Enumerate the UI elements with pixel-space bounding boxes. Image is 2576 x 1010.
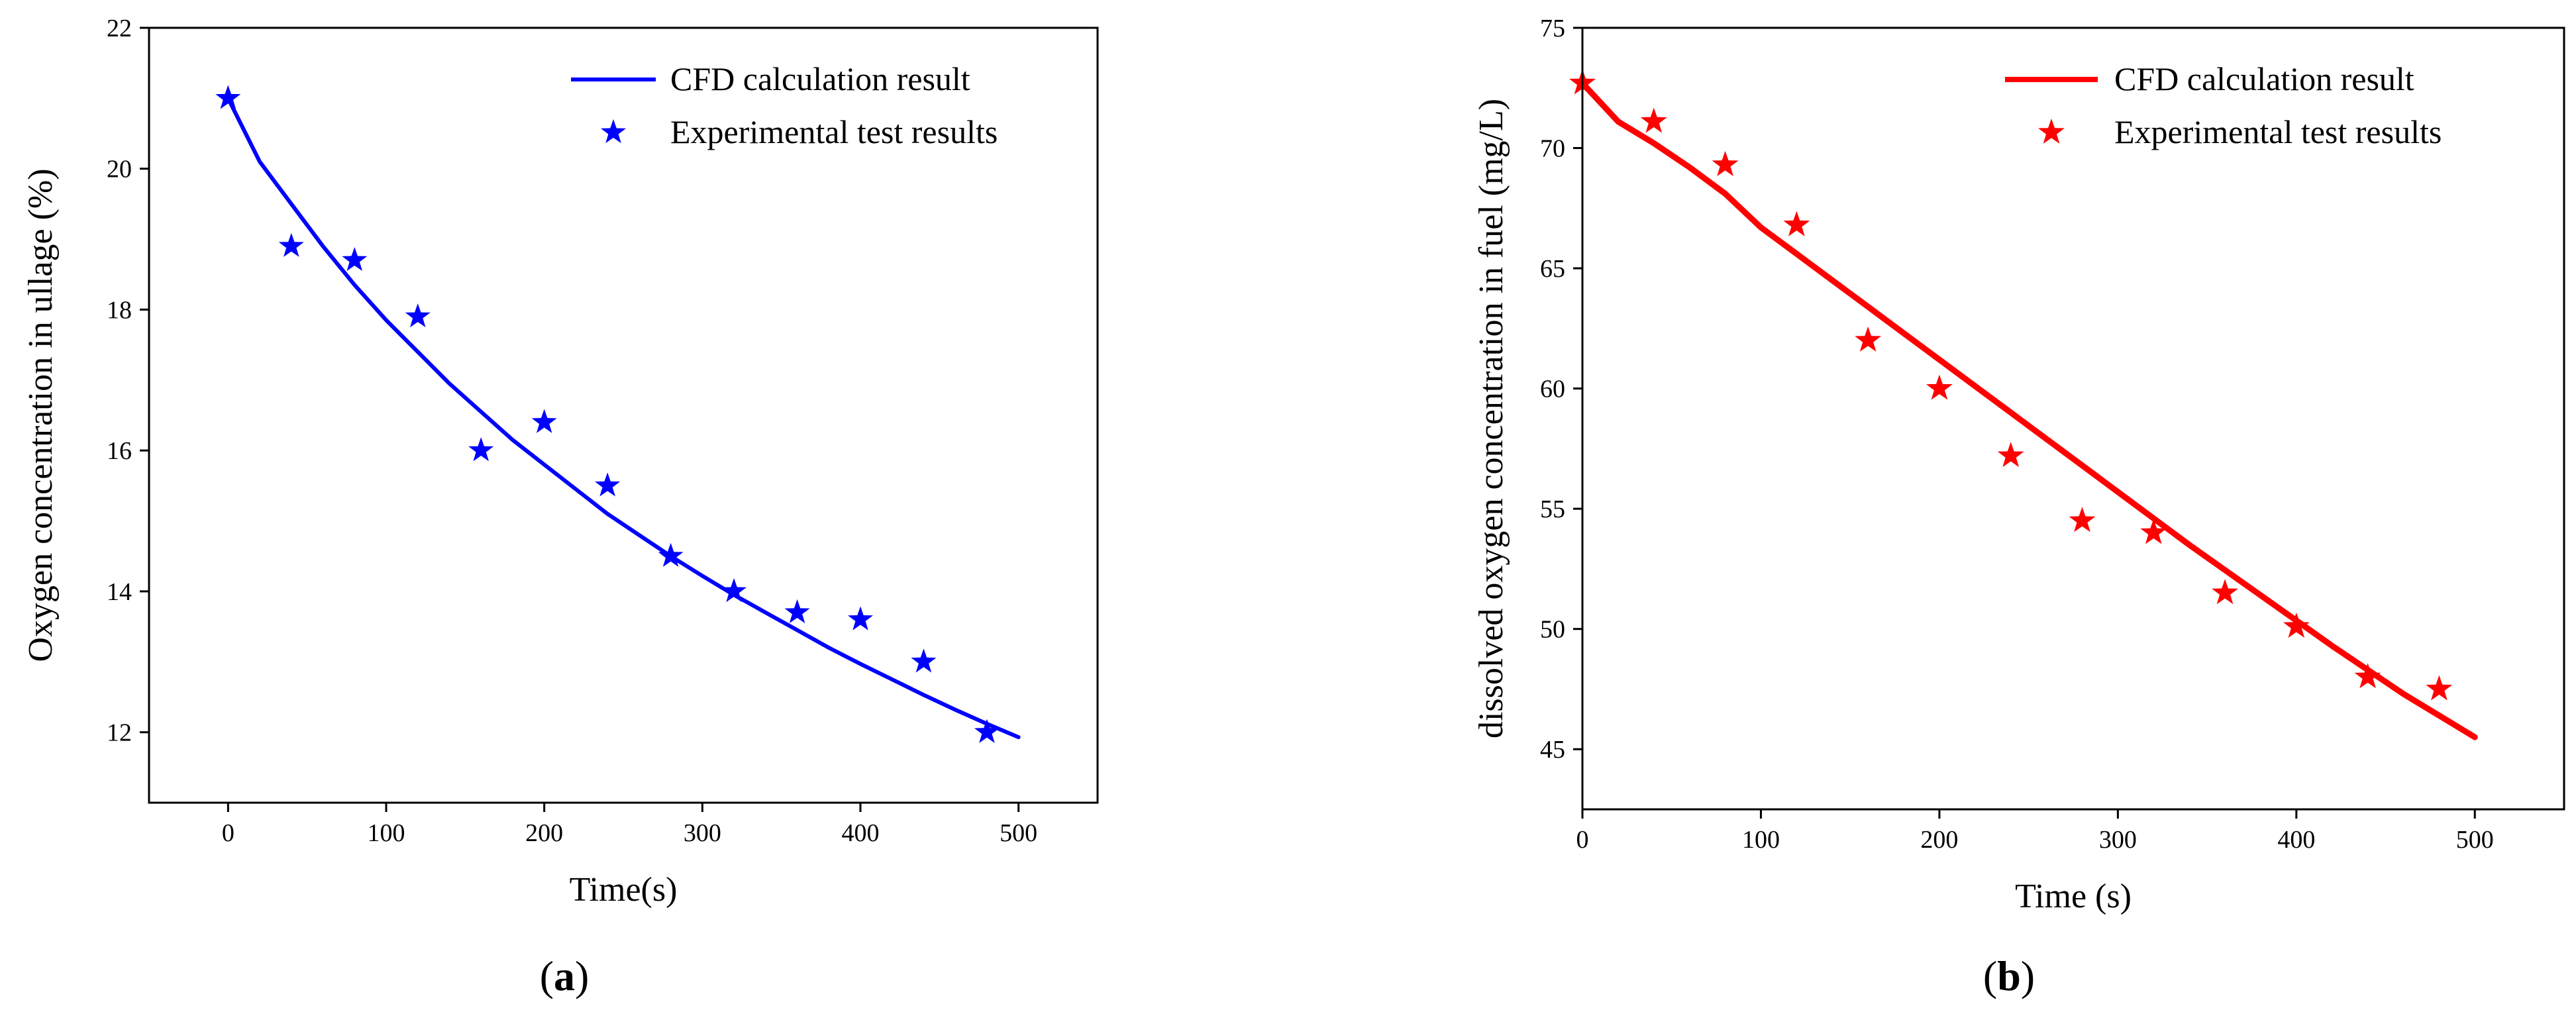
chart-a-experimental-point	[278, 232, 304, 257]
chart-a-y-tick-label: 12	[107, 719, 132, 747]
chart-a-x-tick-label: 400	[842, 819, 880, 847]
chart-a-experimental-point	[847, 606, 874, 631]
chart-a-y-tick-label: 16	[107, 437, 132, 465]
chart-a-legend-label-experimental: Experimental test results	[670, 113, 998, 150]
chart-b-caption: (b)	[1983, 952, 2035, 999]
chart-a-caption: (a)	[540, 952, 590, 999]
chart-panel-a: 0 100 200 300 400 500 12 14 16 18 20 22 Time(s) Oxy…	[22, 15, 1099, 999]
chart-b-caption-open: (	[1983, 952, 1997, 999]
chart-b-x-tick-label: 0	[1576, 826, 1589, 854]
chart-b-experimental-point	[2426, 675, 2453, 701]
chart-b-legend-label-cfd: CFD calculation result	[2114, 60, 2414, 97]
chart-a-legend-star-swatch	[600, 119, 627, 144]
chart-a-x-tick-label: 100	[368, 819, 405, 847]
chart-b-legend-star-swatch	[2038, 119, 2065, 144]
chart-b-x-tick-label: 100	[1742, 826, 1780, 854]
chart-b-x-tick-label: 400	[2277, 826, 2315, 854]
chart-a-experimental-point	[405, 303, 431, 328]
chart-b-experimental-point	[1712, 150, 1739, 176]
chart-a-plot-frame	[148, 26, 1099, 804]
chart-b-y-tick-label: 75	[1540, 15, 1565, 42]
chart-b-experimental-point	[1926, 374, 1953, 400]
chart-b-y-tick-label: 65	[1540, 255, 1565, 283]
chart-b-legend-label-experimental: Experimental test results	[2114, 113, 2442, 150]
chart-a-caption-open: (	[540, 952, 554, 999]
chart-a-experimental-point	[215, 85, 241, 109]
chart-b-ticks: 0 100 200 300 400 500 45 50 55 60 65 70 75	[1540, 15, 2494, 854]
chart-a-ticks: 0 100 200 300 400 500 12 14 16 18 20 22	[107, 15, 1037, 847]
chart-a-experimental-point	[342, 247, 368, 272]
chart-b-y-tick-label: 55	[1540, 495, 1565, 523]
chart-b-experimental-point	[2283, 613, 2310, 638]
chart-b-x-tick-label: 500	[2456, 826, 2494, 854]
chart-a-x-tick-label: 300	[684, 819, 721, 847]
chart-a-legend: CFD calculation result Experimental test…	[571, 60, 998, 150]
chart-a-experimental-point	[658, 542, 684, 567]
chart-a-x-tick-label: 0	[222, 819, 234, 847]
chart-a-experimental-point	[468, 437, 494, 462]
chart-b-x-tick-label: 200	[1920, 826, 1958, 854]
chart-a-y-tick-label: 14	[107, 578, 132, 606]
chart-b-cfd-line	[1579, 80, 2478, 740]
chart-a-x-tick-label: 200	[525, 819, 563, 847]
chart-a-experimental-point	[531, 409, 557, 433]
chart-b-experimental-point	[2140, 519, 2167, 544]
chart-b-experimental-point	[2354, 663, 2381, 689]
chart-a-experimental-point	[911, 648, 937, 673]
chart-b-plot-frame	[1581, 26, 2565, 811]
chart-b-experimental-point	[1783, 211, 1810, 236]
chart-b-experimental-point	[2069, 507, 2096, 532]
chart-a-x-tick-label: 500	[1000, 819, 1037, 847]
chart-b-x-tick-label: 300	[2099, 826, 2137, 854]
chart-b-x-axis-title: Time (s)	[2015, 878, 2132, 915]
chart-a-experimental-point	[974, 719, 1000, 743]
chart-b-caption-close: )	[2021, 952, 2035, 999]
chart-b-caption-letter: b	[1997, 952, 2021, 999]
chart-b-y-tick-label: 45	[1540, 736, 1565, 764]
chart-a-x-axis-title: Time(s)	[570, 871, 678, 909]
chart-a-experimental-point	[784, 599, 810, 623]
chart-a-y-tick-label: 20	[107, 156, 132, 183]
chart-b-experimental-point	[2212, 579, 2239, 605]
chart-b-y-tick-label: 70	[1540, 135, 1565, 163]
chart-a-marks	[215, 85, 1021, 743]
chart-b-legend: CFD calculation result Experimental test…	[2005, 60, 2442, 150]
chart-a-experimental-point	[721, 578, 747, 603]
chart-a-experimental-point	[595, 472, 621, 497]
chart-b-marks	[1569, 69, 2478, 740]
chart-a-legend-label-cfd: CFD calculation result	[670, 60, 970, 97]
chart-b-y-axis-title: dissolved oxygen concentration in fuel (…	[1472, 99, 1510, 738]
chart-b-experimental-point	[1997, 442, 2024, 468]
chart-a-y-axis-title: Oxygen concentration in ullage (%)	[22, 168, 60, 662]
chart-a-cfd-line	[226, 96, 1021, 740]
chart-b-y-tick-label: 50	[1540, 616, 1565, 644]
chart-b-y-tick-label: 60	[1540, 376, 1565, 403]
chart-b-experimental-point	[1855, 327, 1882, 352]
chart-b-experimental-point	[1640, 107, 1667, 133]
chart-a-y-tick-label: 22	[107, 15, 132, 42]
chart-a-y-tick-label: 18	[107, 296, 132, 324]
chart-a-caption-letter: a	[554, 952, 575, 999]
chart-a-caption-close: )	[575, 952, 589, 999]
